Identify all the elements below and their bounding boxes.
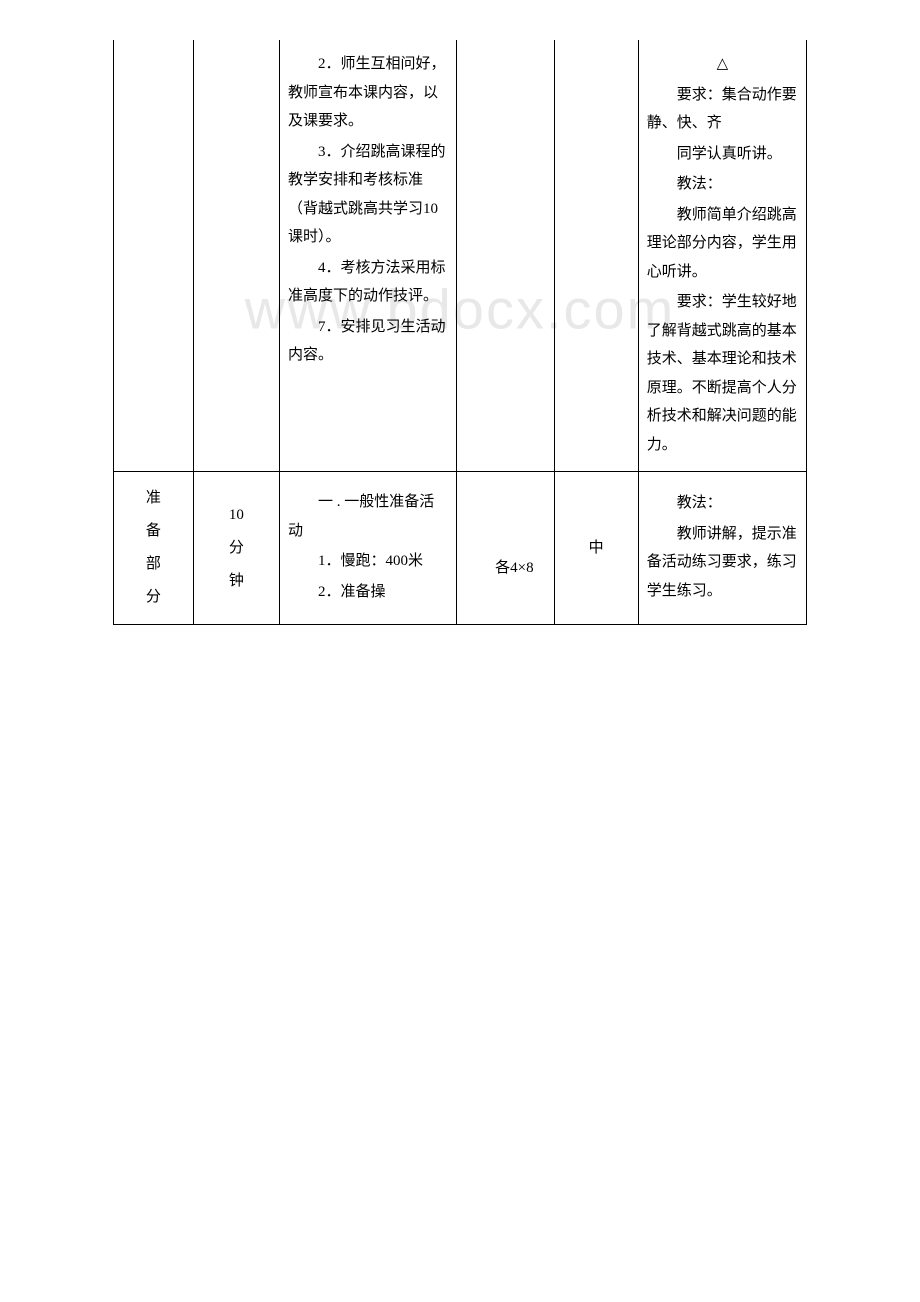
paragraph: 同学认真听讲。 — [647, 140, 798, 169]
paragraph: 教法： — [647, 170, 798, 199]
cell-content: 一 . 一般性准备活动 1．慢跑：400米 2．准备操 — [280, 472, 457, 625]
table-row: 准 备 部 分 10 分 钟 一 . 一般性准备活动 1．慢跑：400米 2．准… — [114, 472, 807, 625]
cell-section — [114, 40, 194, 472]
paragraph: 3．介绍跳高课程的教学安排和考核标准（背越式跳高共学习10 课时）。 — [288, 138, 448, 252]
table-row: 2．师生互相问好，教师宣布本课内容，以及课要求。 3．介绍跳高课程的教学安排和考… — [114, 40, 807, 472]
vertical-char: 部 — [122, 548, 185, 581]
document-page: www.bdocx.com 2．师生互相问好，教师宣布本课内容，以及课要求。 3… — [0, 40, 920, 625]
vertical-char: 分 — [122, 581, 185, 614]
cell-time-label: 10 分 钟 — [193, 472, 279, 625]
paragraph: 4．考核方法采用标准高度下的动作技评。 — [288, 254, 448, 311]
cell-reps — [457, 40, 554, 472]
vertical-char: 备 — [122, 515, 185, 548]
paragraph: 1．慢跑：400米 — [288, 547, 448, 576]
vertical-char: 分 — [202, 532, 271, 565]
intensity-value: 中 — [589, 540, 604, 556]
cell-intensity — [554, 40, 638, 472]
paragraph: 要求：集合动作要静、快、齐 — [647, 81, 798, 138]
symbol: △ — [647, 50, 798, 79]
paragraph: 7．安排见习生活动内容。 — [288, 313, 448, 370]
paragraph: 2．准备操 — [288, 578, 448, 607]
cell-methods: △ 要求：集合动作要静、快、齐 同学认真听讲。 教法： 教师简单介绍跳高理论部分… — [638, 40, 806, 472]
paragraph: 一 . 一般性准备活动 — [288, 488, 448, 545]
vertical-char: 准 — [122, 482, 185, 515]
paragraph: 教法： — [647, 489, 798, 518]
lesson-plan-table: 2．师生互相问好，教师宣布本课内容，以及课要求。 3．介绍跳高课程的教学安排和考… — [113, 40, 807, 625]
cell-reps: 各4×8 — [457, 472, 554, 625]
paragraph: 要求：学生较好地了解背越式跳高的基本技术、基本理论和技术原理。不断提高个人分析技… — [647, 288, 798, 459]
vertical-char: 钟 — [202, 565, 271, 598]
paragraph: 教师讲解，提示准备活动练习要求，练习学生练习。 — [647, 520, 798, 606]
reps-value: 各4×8 — [465, 554, 545, 583]
cell-intensity: 中 — [554, 472, 638, 625]
paragraph: 2．师生互相问好，教师宣布本课内容，以及课要求。 — [288, 50, 448, 136]
paragraph: 教师简单介绍跳高理论部分内容，学生用心听讲。 — [647, 201, 798, 287]
cell-methods: 教法： 教师讲解，提示准备活动练习要求，练习学生练习。 — [638, 472, 806, 625]
vertical-char: 10 — [202, 499, 271, 532]
cell-section-label: 准 备 部 分 — [114, 472, 194, 625]
cell-time — [193, 40, 279, 472]
cell-content: 2．师生互相问好，教师宣布本课内容，以及课要求。 3．介绍跳高课程的教学安排和考… — [280, 40, 457, 472]
